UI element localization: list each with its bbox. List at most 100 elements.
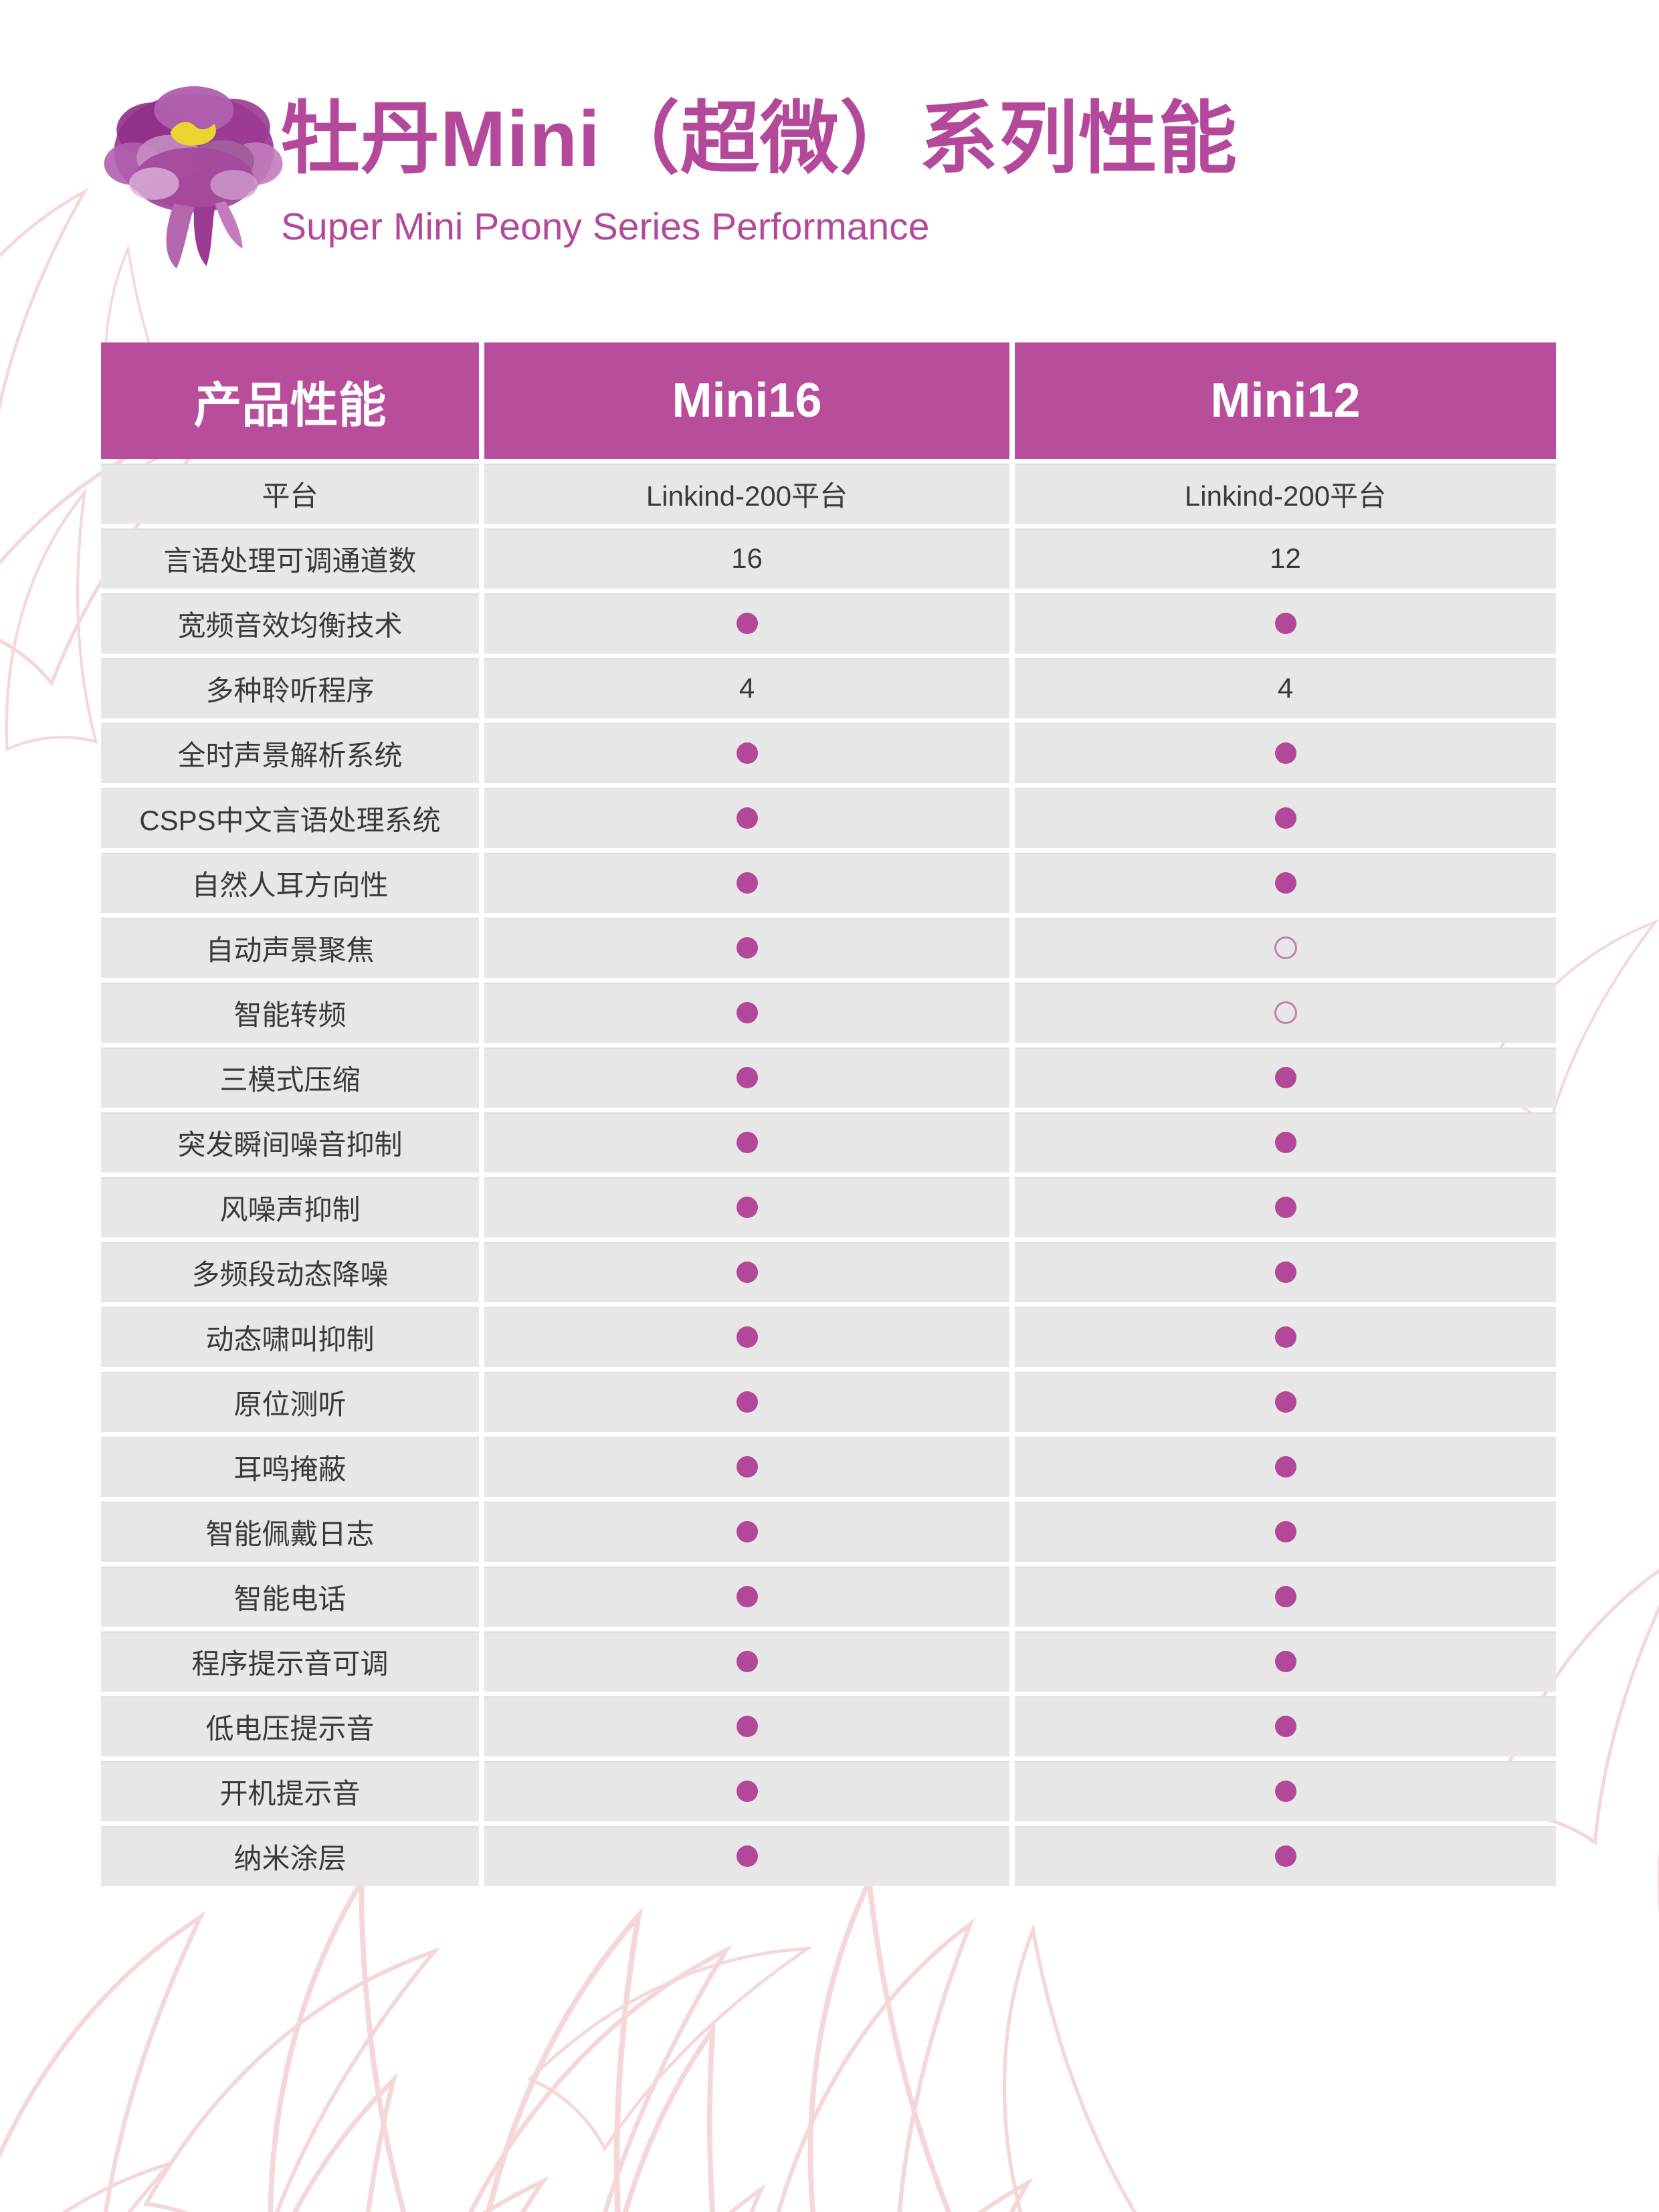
mini16-value-cell [484, 1696, 1009, 1756]
filled-dot-icon [1274, 1586, 1296, 1607]
mini16-value-cell [484, 1437, 1009, 1497]
table-row: 全时声景解析系统 [101, 723, 1556, 783]
filled-dot-icon [736, 1132, 758, 1153]
filled-dot-icon [1274, 807, 1296, 829]
value-text: 4 [739, 672, 755, 704]
mini12-value-cell [1015, 1437, 1556, 1497]
filled-dot-icon [1274, 872, 1296, 894]
table-row: 突发瞬间噪音抑制 [101, 1112, 1556, 1173]
mini16-value-cell [484, 593, 1009, 653]
table-row: CSPS中文言语处理系统 [101, 788, 1556, 848]
hollow-circle-icon [1274, 936, 1297, 959]
mini12-value-cell [1015, 1372, 1556, 1432]
value-text: Linkind-200平台 [1184, 480, 1387, 512]
page-subtitle: Super Mini Peony Series Performance [281, 205, 930, 248]
mini16-value-cell [484, 853, 1009, 913]
mini16-value-cell [484, 1047, 1009, 1108]
value-text: Linkind-200平台 [646, 480, 848, 512]
table-row: 风噪声抑制 [101, 1177, 1556, 1237]
mini16-value-cell [484, 1112, 1009, 1173]
mini16-value-cell [484, 788, 1009, 848]
table-row: 开机提示音 [101, 1761, 1556, 1821]
feature-label-cell: 动态啸叫抑制 [101, 1307, 479, 1367]
mini16-value-cell: 4 [484, 658, 1009, 718]
filled-dot-icon [736, 872, 758, 894]
table-body: 平台 Linkind-200平台 Linkind-200平台 言语处理可调通道数 16 1… [101, 464, 1556, 1886]
filled-dot-icon [736, 1262, 758, 1283]
mini16-value-cell [484, 1631, 1009, 1692]
filled-dot-icon [736, 1326, 758, 1348]
table-row: 言语处理可调通道数 16 12 [101, 528, 1556, 589]
mini16-value-cell: 16 [484, 528, 1009, 589]
filled-dot-icon [1274, 1262, 1296, 1283]
filled-dot-icon [1274, 742, 1296, 764]
mini12-value-cell: 12 [1015, 528, 1556, 589]
table-row: 耳鸣掩蔽 [101, 1437, 1556, 1497]
filled-dot-icon [736, 1845, 758, 1867]
filled-dot-icon [736, 613, 758, 634]
mini12-value-cell [1015, 1826, 1556, 1886]
mini12-value-cell [1015, 1242, 1556, 1302]
mini16-value-cell [484, 983, 1009, 1043]
mini16-value-cell: Linkind-200平台 [484, 464, 1009, 524]
filled-dot-icon [1274, 1845, 1296, 1867]
page-header: 牡丹Mini（超微）系列性能 Super Mini Peony Series P… [281, 92, 1238, 249]
mini12-value-cell [1015, 1631, 1556, 1692]
filled-dot-icon [736, 1456, 758, 1478]
filled-dot-icon [736, 1002, 758, 1023]
feature-label-cell: 智能佩戴日志 [101, 1502, 479, 1562]
feature-label-cell: 纳米涂层 [101, 1826, 479, 1886]
table-row: 宽频音效均衡技术 [101, 593, 1556, 653]
filled-dot-icon [736, 1391, 758, 1413]
filled-dot-icon [736, 807, 758, 829]
mini16-value-cell [484, 1502, 1009, 1562]
table-row: 动态啸叫抑制 [101, 1307, 1556, 1367]
mini12-value-cell [1015, 983, 1556, 1043]
filled-dot-icon [736, 1586, 758, 1607]
value-text: 12 [1270, 542, 1301, 574]
feature-label-cell: 开机提示音 [101, 1761, 479, 1821]
mini12-value-cell [1015, 1696, 1556, 1756]
table-row: 智能佩戴日志 [101, 1502, 1556, 1562]
mini16-value-cell [484, 1177, 1009, 1237]
table-row: 平台 Linkind-200平台 Linkind-200平台 [101, 464, 1556, 524]
feature-label-cell: 自然人耳方向性 [101, 853, 479, 913]
mini12-value-cell [1015, 1567, 1556, 1627]
feature-label-cell: 耳鸣掩蔽 [101, 1437, 479, 1497]
feature-label-cell: 风噪声抑制 [101, 1177, 479, 1237]
filled-dot-icon [1274, 1132, 1296, 1153]
mini12-value-cell [1015, 593, 1556, 653]
mini12-value-cell [1015, 853, 1556, 913]
filled-dot-icon [1274, 1651, 1296, 1672]
feature-label-cell: 全时声景解析系统 [101, 723, 479, 783]
mini12-value-cell [1015, 1761, 1556, 1821]
mini12-value-cell [1015, 723, 1556, 783]
table-row: 纳米涂层 [101, 1826, 1556, 1886]
mini16-value-cell [484, 1372, 1009, 1432]
mini12-value-cell [1015, 1307, 1556, 1367]
value-text: 4 [1277, 672, 1294, 704]
table-row: 多频段动态降噪 [101, 1242, 1556, 1302]
feature-label-cell: 多频段动态降噪 [101, 1242, 479, 1302]
filled-dot-icon [1274, 1326, 1296, 1348]
spec-table: 产品性能 Mini16 Mini12 平台 Linkind-200平台 Linkin… [101, 342, 1556, 1886]
feature-label-cell: 宽频音效均衡技术 [101, 593, 479, 653]
mini12-value-cell [1015, 1177, 1556, 1237]
feature-label-cell: 低电压提示音 [101, 1696, 479, 1756]
table-row: 智能转频 [101, 983, 1556, 1043]
filled-dot-icon [736, 1716, 758, 1737]
filled-dot-icon [1274, 1716, 1296, 1737]
column-header-feature: 产品性能 [101, 342, 479, 459]
mini12-value-cell [1015, 918, 1556, 978]
mini16-value-cell [484, 1242, 1009, 1302]
mini12-value-cell [1015, 1112, 1556, 1173]
feature-label-cell: 言语处理可调通道数 [101, 528, 479, 589]
filled-dot-icon [1274, 1391, 1296, 1413]
feature-label-cell: CSPS中文言语处理系统 [101, 788, 479, 848]
value-text: 16 [731, 542, 763, 574]
filled-dot-icon [736, 1651, 758, 1672]
filled-dot-icon [1274, 1781, 1296, 1802]
table-row: 低电压提示音 [101, 1696, 1556, 1756]
feature-label-cell: 智能电话 [101, 1567, 479, 1627]
filled-dot-icon [736, 742, 758, 764]
